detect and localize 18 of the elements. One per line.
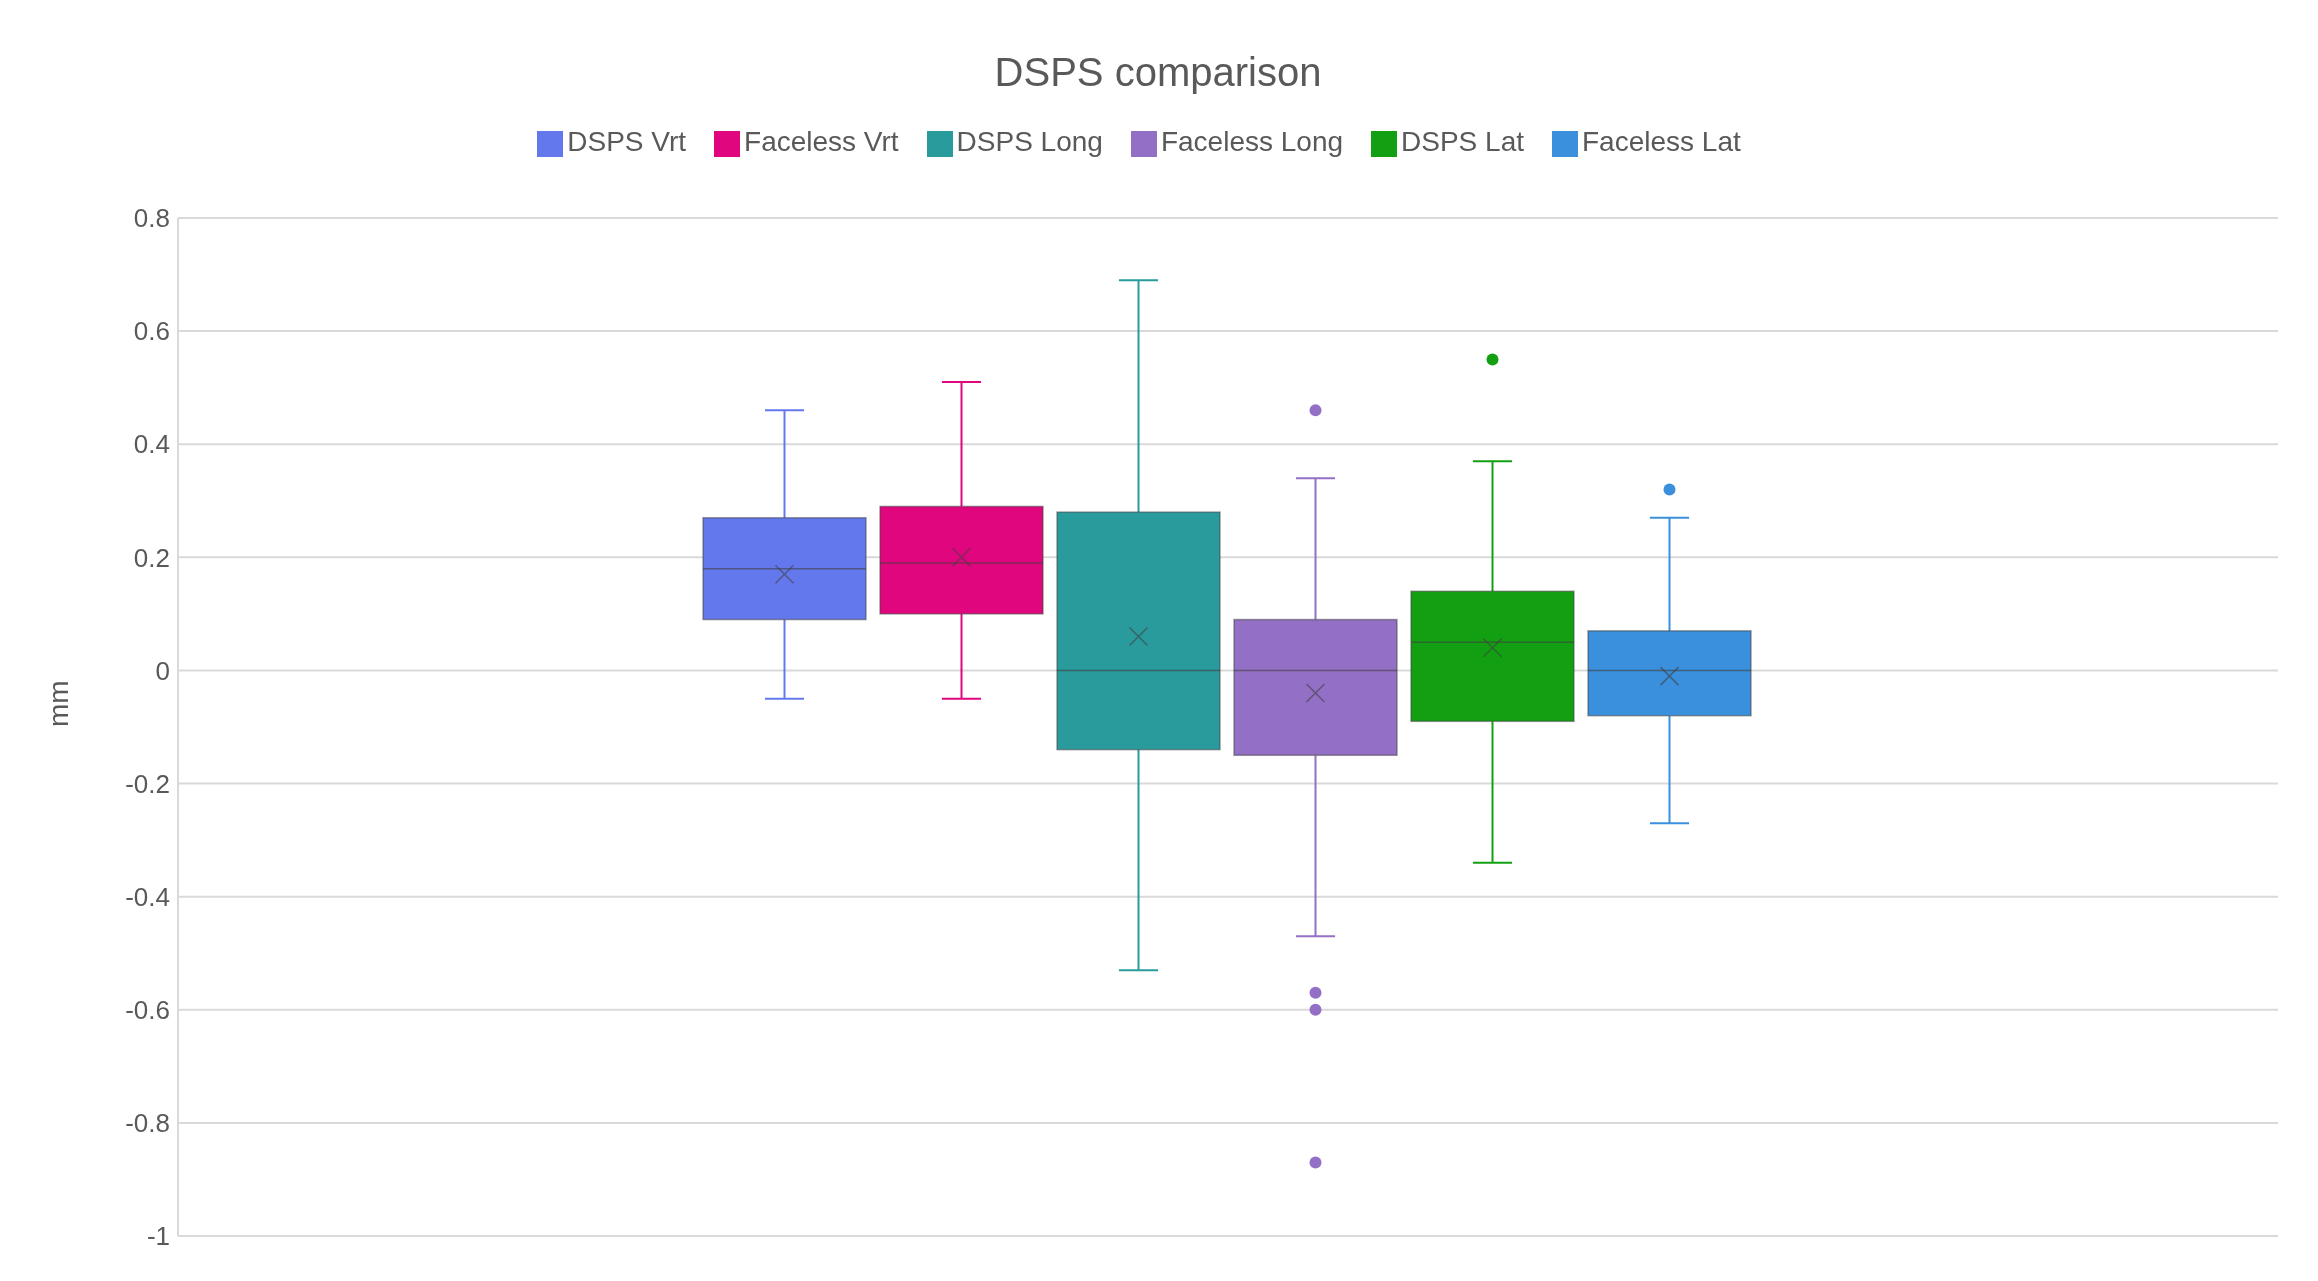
y-tick-label: 0.6 [133,316,170,347]
legend-label: DSPS Vrt [567,126,687,157]
y-tick-label: -0.2 [125,768,170,799]
legend-label: Faceless Vrt [744,126,899,157]
legend-label: Faceless Lat [1581,126,1741,157]
y-tick-label: -0.6 [125,995,170,1026]
y-tick-label: 0 [155,655,170,686]
chart-title: DSPS comparison [993,49,1323,96]
y-tick-label: -0.8 [125,1108,170,1139]
y-tick-label: 0.2 [133,542,170,573]
legend-label: Faceless Long [1160,126,1344,157]
legend-label: DSPS Lat [1401,126,1524,157]
y-tick-label: -0.4 [125,881,170,912]
y-tick-label: -1 [146,1221,170,1252]
y-tick-label: 0.4 [133,429,170,460]
y-tick-label: 0.8 [133,203,170,234]
y-axis-title: mm [42,680,74,727]
legend-label: DSPS Long [956,126,1103,157]
